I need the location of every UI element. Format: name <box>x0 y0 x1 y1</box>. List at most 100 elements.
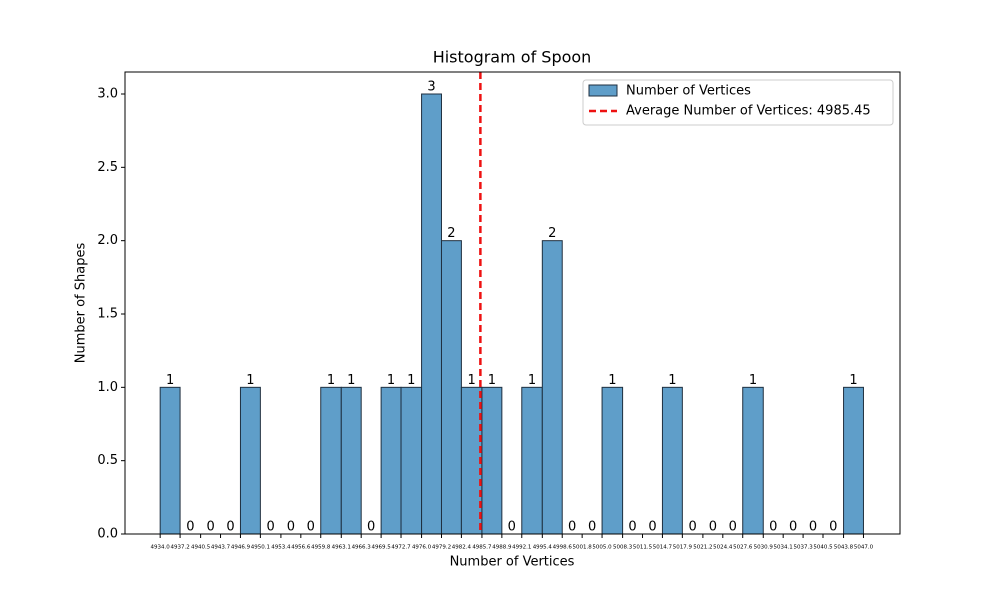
bar <box>481 386 503 535</box>
bar <box>661 386 683 535</box>
x-tick-label: 5005.0 <box>592 545 612 551</box>
legend-label: Average Number of Vertices: 4985.45 <box>626 104 871 119</box>
data-label: 0 <box>709 520 717 535</box>
data-label: 2 <box>447 226 455 241</box>
y-tick-label: 2.5 <box>97 160 118 175</box>
y-tick-label: 1.5 <box>97 307 118 322</box>
bar <box>159 386 181 535</box>
bar <box>340 386 362 535</box>
data-label: 1 <box>608 373 616 388</box>
x-tick-label: 4982.4 <box>452 545 472 551</box>
data-label: 0 <box>628 520 636 535</box>
data-label: 3 <box>427 80 435 95</box>
x-tick-label: 4972.7 <box>391 545 411 551</box>
x-tick-label: 5034.1 <box>774 545 793 551</box>
data-label: 0 <box>829 520 837 535</box>
data-label: 0 <box>688 520 696 535</box>
data-label: 0 <box>287 520 295 535</box>
data-label: 1 <box>327 373 335 388</box>
x-tick-label: 4956.6 <box>291 545 311 551</box>
data-label: 1 <box>468 373 476 388</box>
chart-title: Histogram of Spoon <box>433 48 592 67</box>
bar <box>541 240 563 535</box>
x-tick-label: 5011.5 <box>633 545 653 551</box>
data-label: 0 <box>307 520 315 535</box>
x-tick-label: 4979.2 <box>432 545 451 551</box>
bar <box>521 386 543 535</box>
x-tick-label: 4950.1 <box>251 545 270 551</box>
data-label: 1 <box>166 373 174 388</box>
bar <box>320 386 342 535</box>
x-tick-label: 5001.8 <box>573 545 593 551</box>
x-tick-label: 4940.5 <box>191 545 211 551</box>
x-tick-label: 5047.0 <box>854 545 874 551</box>
bar <box>380 386 402 535</box>
x-tick-label: 5024.4 <box>713 545 733 551</box>
data-label: 0 <box>588 520 596 535</box>
data-label: 1 <box>347 373 355 388</box>
bar <box>742 386 764 535</box>
data-label: 0 <box>789 520 797 535</box>
bar <box>843 386 864 535</box>
data-label: 0 <box>266 520 274 535</box>
y-tick-label: 0.0 <box>97 527 118 542</box>
data-label: 2 <box>548 226 556 241</box>
x-tick-label: 5021.2 <box>693 545 712 551</box>
data-label: 1 <box>407 373 415 388</box>
x-tick-label: 5030.9 <box>754 545 774 551</box>
bar <box>239 386 261 535</box>
legend-swatch <box>588 84 618 97</box>
x-tick-label: 5027.6 <box>733 545 753 551</box>
x-tick-label: 4966.3 <box>352 545 372 551</box>
bar <box>460 386 483 535</box>
data-label: 0 <box>809 520 817 535</box>
data-label: 1 <box>849 373 857 388</box>
bar <box>421 93 442 535</box>
x-axis-label: Number of Vertices <box>450 555 575 570</box>
legend-label: Number of Vertices <box>626 84 751 99</box>
data-label: 1 <box>246 373 254 388</box>
legend-box <box>582 79 894 126</box>
x-tick-label: 4976.0 <box>412 545 432 551</box>
x-tick-label: 4946.9 <box>231 545 251 551</box>
bar <box>601 386 624 535</box>
x-tick-label: 5008.3 <box>613 545 633 551</box>
x-tick-label: 4969.5 <box>371 545 391 551</box>
plot-frame <box>124 71 901 535</box>
x-tick-label: 4953.4 <box>271 545 291 551</box>
data-label: 0 <box>769 520 777 535</box>
data-label: 0 <box>508 520 516 535</box>
data-label: 0 <box>367 520 375 535</box>
x-tick-label: 4985.7 <box>472 545 492 551</box>
x-tick-label: 4995.4 <box>533 545 553 551</box>
y-tick-label: 2.0 <box>97 233 118 248</box>
bar <box>400 386 423 535</box>
x-tick-label: 4937.2 <box>170 545 189 551</box>
data-label: 0 <box>226 520 234 535</box>
x-tick-label: 5040.5 <box>813 545 833 551</box>
data-label: 0 <box>648 520 656 535</box>
x-tick-label: 4934.0 <box>151 545 171 551</box>
data-label: 1 <box>749 373 757 388</box>
x-tick-label: 4998.6 <box>553 545 573 551</box>
data-label: 0 <box>206 520 214 535</box>
y-tick-label: 0.5 <box>97 453 118 468</box>
x-tick-label: 4959.8 <box>311 545 331 551</box>
data-label: 0 <box>186 520 194 535</box>
x-tick-label: 4992.1 <box>512 545 531 551</box>
x-tick-label: 4943.7 <box>211 545 231 551</box>
x-tick-label: 5017.9 <box>673 545 693 551</box>
x-tick-label: 5043.8 <box>834 545 854 551</box>
y-tick-label: 3.0 <box>97 87 118 102</box>
data-label: 1 <box>668 373 676 388</box>
data-label: 0 <box>568 520 576 535</box>
data-label: 1 <box>387 373 395 388</box>
data-label: 0 <box>729 520 737 535</box>
x-tick-label: 5014.7 <box>653 545 673 551</box>
x-tick-label: 4988.9 <box>492 545 512 551</box>
data-label: 1 <box>528 373 536 388</box>
x-tick-label: 4963.1 <box>332 545 351 551</box>
y-tick-label: 1.0 <box>97 380 118 395</box>
